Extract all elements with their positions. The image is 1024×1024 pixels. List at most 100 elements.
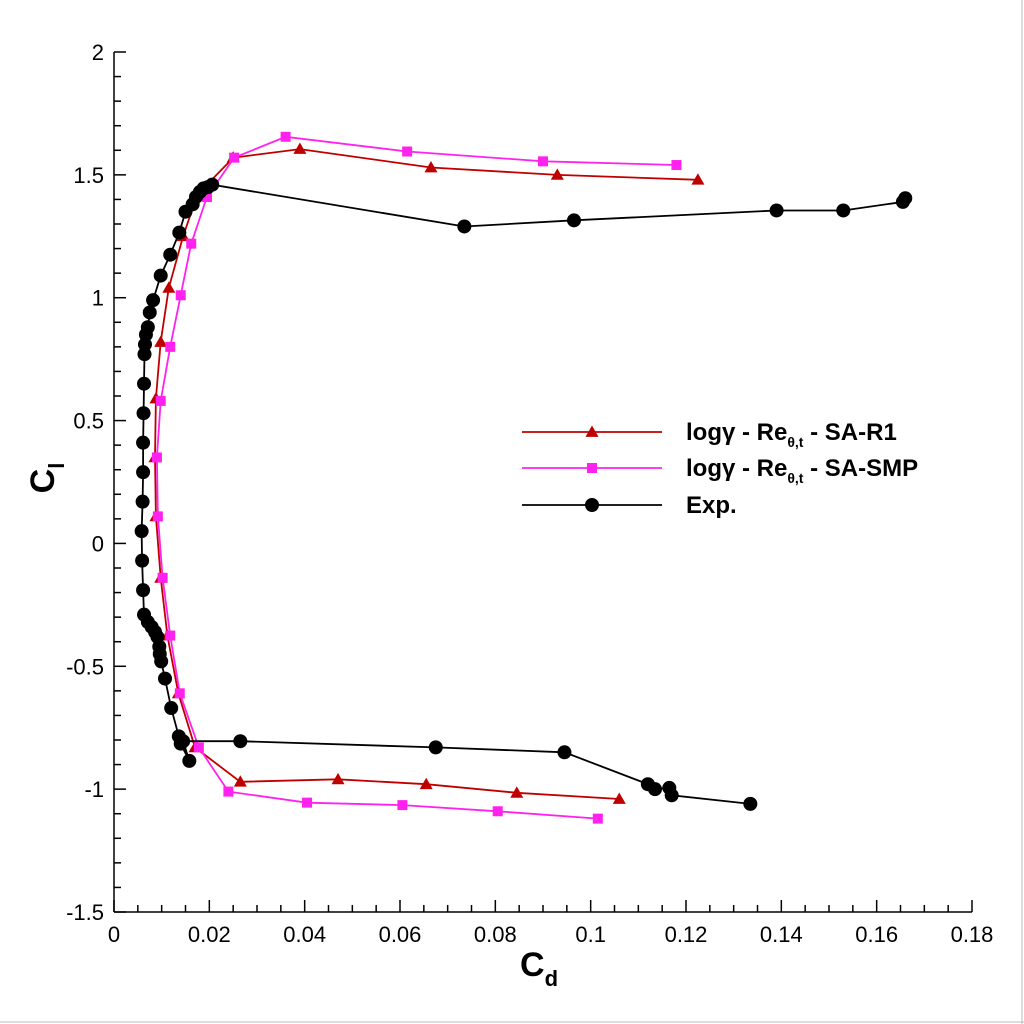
- x-tick-label: 0.14: [760, 922, 803, 947]
- data-point-sa-r1: [233, 775, 247, 787]
- x-tick-label: 0.04: [283, 922, 326, 947]
- data-point-exp: [153, 268, 168, 283]
- data-point-exp: [135, 553, 150, 568]
- data-point-exp: [158, 671, 173, 686]
- data-point-sa-r1: [331, 772, 345, 785]
- legend-label-sub: θ,t: [787, 434, 803, 450]
- data-point-sa-r1: [691, 173, 705, 185]
- legend-label-exp: Exp.: [686, 492, 737, 519]
- data-point-sa-smp: [402, 146, 413, 157]
- data-point-exp: [135, 494, 150, 509]
- y-tick-label: -1.5: [66, 900, 104, 925]
- data-point-exp: [137, 376, 152, 391]
- x-tick-label: 0.16: [855, 922, 898, 947]
- data-point-sa-r1: [419, 777, 433, 790]
- data-point-sa-r1: [612, 792, 626, 804]
- data-point-sa-smp: [280, 131, 291, 142]
- y-tick-label: 2: [92, 40, 104, 65]
- data-point-sa-smp: [165, 630, 176, 641]
- y-axis-title-main: C: [24, 469, 62, 494]
- data-point-sa-smp: [671, 160, 682, 171]
- x-axis-title: Cd: [520, 946, 558, 991]
- data-point-exp: [662, 780, 677, 795]
- data-point-exp: [136, 583, 151, 598]
- data-point-sa-smp: [157, 572, 168, 583]
- data-point-sa-smp: [201, 191, 212, 202]
- data-point-sa-smp: [175, 290, 186, 301]
- data-point-exp: [743, 796, 758, 811]
- data-point-sa-smp: [165, 341, 176, 352]
- data-point-exp: [137, 607, 152, 622]
- data-point-sa-r1: [162, 281, 176, 293]
- x-axis: 0 0.02 0.04 0.06 0.08 0.1 0.12 0.14 0.16 0.18: [108, 900, 993, 947]
- legend-label-main: Exp.: [686, 492, 737, 519]
- data-point-sa-r1: [154, 335, 168, 347]
- data-point-sa-smp: [538, 156, 548, 167]
- x-tick-label: 0.06: [379, 922, 422, 947]
- legend-label-sub: θ,t: [787, 470, 803, 486]
- x-tick-label: 0.08: [474, 922, 517, 947]
- legend-label-main: logγ - Re: [686, 419, 787, 446]
- data-point-exp: [136, 435, 151, 450]
- data-point-exp: [137, 347, 152, 362]
- data-point-exp: [164, 701, 179, 716]
- y-tick-label: 1.5: [73, 163, 104, 188]
- legend-marker-sa-r1: [585, 425, 599, 437]
- legend-label-sa-smp: logγ - Reθ,t - SA-SMP: [686, 455, 918, 486]
- y-axis-title: Cl: [24, 463, 69, 494]
- x-tick-label: 0.02: [188, 922, 231, 947]
- data-point-exp: [640, 777, 655, 792]
- data-point-exp: [428, 740, 443, 755]
- data-point-sa-smp: [155, 395, 166, 406]
- data-point-exp: [836, 203, 851, 218]
- data-point-exp: [233, 734, 248, 749]
- data-point-exp: [205, 177, 220, 192]
- data-point-sa-smp: [302, 797, 313, 808]
- data-point-sa-smp: [151, 452, 162, 463]
- data-point-sa-r1: [550, 168, 564, 180]
- y-tick-label: -0.5: [66, 654, 104, 679]
- data-point-exp: [566, 213, 581, 228]
- legend-label-tail: - SA-SMP: [803, 455, 918, 482]
- data-point-sa-smp: [229, 152, 240, 163]
- data-point-sa-r1: [293, 142, 307, 154]
- data-point-exp: [146, 293, 161, 308]
- data-point-sa-smp: [592, 813, 603, 824]
- data-point-sa-r1: [510, 786, 524, 798]
- data-point-sa-smp: [186, 238, 197, 249]
- data-point-exp: [142, 305, 157, 320]
- data-point-exp: [171, 729, 186, 744]
- data-point-exp: [140, 320, 155, 335]
- series-markers: [134, 131, 913, 824]
- data-point-exp: [163, 247, 178, 262]
- data-point-sa-smp: [152, 511, 163, 522]
- y-tick-label: 1: [92, 286, 104, 311]
- y-axis: -1.5 -1 -0.5 0 0.5 1 1.5 2: [66, 40, 126, 925]
- data-point-sa-smp: [397, 800, 408, 811]
- data-point-exp: [172, 225, 187, 240]
- data-point-exp: [136, 406, 151, 421]
- y-tick-label: 0.5: [73, 409, 104, 434]
- x-tick-label: 0: [108, 922, 120, 947]
- y-axis-title-sub: l: [44, 463, 69, 469]
- data-point-exp: [769, 203, 784, 218]
- legend-marker-sa-smp: [587, 463, 597, 473]
- legend-label-tail: - SA-R1: [803, 419, 896, 446]
- data-point-sa-smp: [223, 786, 234, 797]
- x-tick-label: 0.1: [575, 922, 606, 947]
- data-point-sa-smp: [492, 806, 503, 817]
- x-tick-label: 0.12: [665, 922, 708, 947]
- y-tick-label: 0: [92, 531, 104, 556]
- data-point-exp: [134, 524, 149, 539]
- data-point-exp: [557, 745, 572, 760]
- legend-marker-exp: [585, 498, 599, 512]
- x-axis-title-sub: d: [545, 966, 558, 991]
- data-point-sa-r1: [424, 160, 438, 173]
- x-axis-title-main: C: [520, 946, 545, 984]
- y-tick-label: -1: [84, 777, 104, 802]
- data-point-exp: [898, 191, 913, 206]
- data-point-exp: [182, 753, 197, 768]
